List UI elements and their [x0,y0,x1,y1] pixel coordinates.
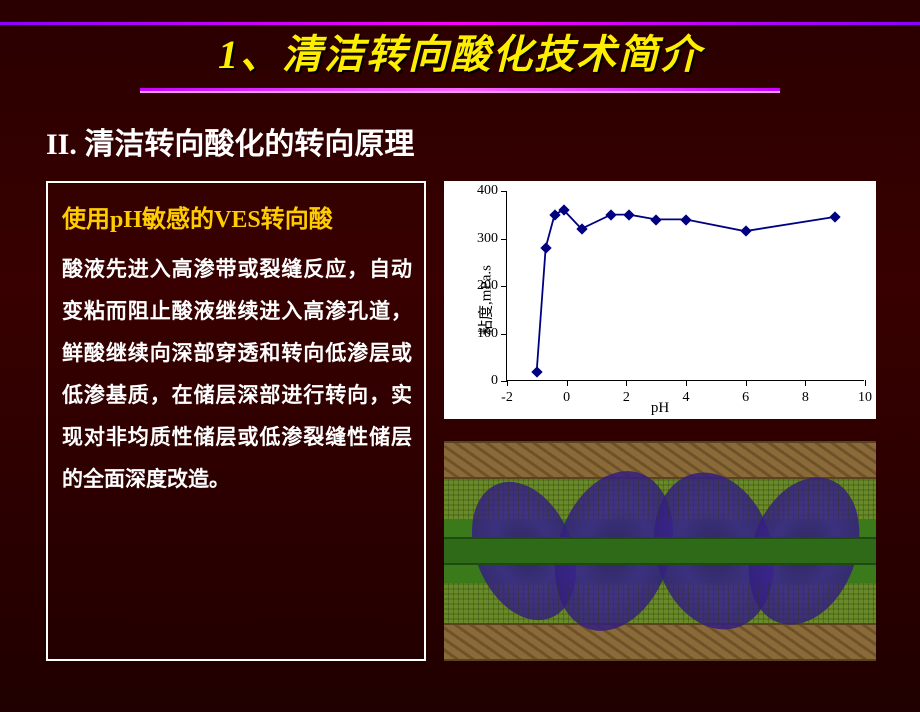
box-heading: 使用pH敏感的VES转向酸 [62,199,412,234]
xtick [686,380,687,386]
ytick-label: 0 [491,373,498,389]
ytick-label: 200 [477,278,498,294]
reservoir-diagram [444,441,876,661]
xtick [567,380,568,386]
wellbore-pipe [444,537,876,565]
ytick-label: 400 [477,183,498,199]
chart-plot-area: -20246810 [506,191,864,381]
xtick [626,380,627,386]
xtick [805,380,806,386]
xtick [507,380,508,386]
xtick-label: 10 [858,390,872,406]
xtick-label: 8 [802,390,809,406]
description-box: 使用pH敏感的VES转向酸 酸液先进入高渗带或裂缝反应，自动变粘而阻止酸液继续进… [46,181,426,661]
xtick-label: 0 [563,390,570,406]
viscosity-ph-chart: 粘度,mPa.s -20246810 pH 0100200300400 [444,181,876,419]
content-row: 使用pH敏感的VES转向酸 酸液先进入高渗带或裂缝反应，自动变粘而阻止酸液继续进… [46,181,880,661]
chart-ylabel: 粘度,mPa.s [475,265,496,335]
xtick-label: 4 [683,390,690,406]
box-body: 酸液先进入高渗带或裂缝反应，自动变粘而阻止酸液继续进入高渗孔道，鲜酸继续向深部穿… [62,248,412,500]
xtick [865,380,866,386]
right-column: 粘度,mPa.s -20246810 pH 0100200300400 [444,181,880,661]
chart-xlabel: pH [651,400,669,417]
top-accent-line [0,22,920,25]
xtick-label: 2 [623,390,630,406]
page-title: 1、清洁转向酸化技术简介 [0,22,920,80]
xtick-label: 6 [742,390,749,406]
ytick-label: 300 [477,231,498,247]
title-underline [140,88,780,91]
ytick-label: 100 [477,326,498,342]
xtick-label: -2 [501,390,513,406]
stratum-brown-bot [444,623,876,661]
xtick [746,380,747,386]
section-subtitle: II. 清洁转向酸化的转向原理 [46,119,920,163]
stratum-brown-top [444,441,876,479]
